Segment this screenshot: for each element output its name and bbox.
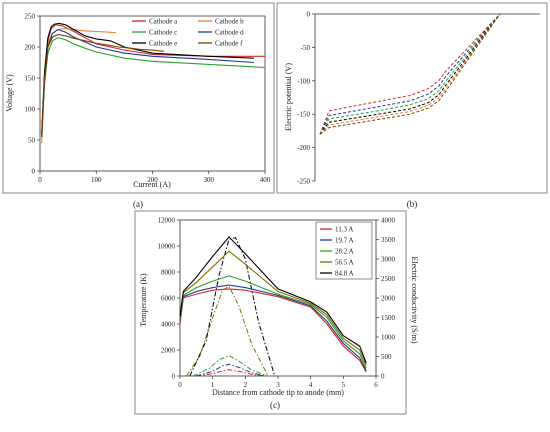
- panel-c-ticks: 0 1 2 3 4 5 6020004000600080001000012000050010…: [158, 217, 396, 390]
- y2-tick-label: 4000: [381, 217, 396, 225]
- y-tick-label: -100: [297, 77, 310, 85]
- x-tick-label: 0: [178, 381, 182, 389]
- series-line: [319, 13, 501, 135]
- x-tick-label: 300: [204, 176, 215, 184]
- legend-label: Cathode d: [215, 29, 244, 37]
- legend-label: 84.8 A: [335, 270, 354, 278]
- x-tick-label: 5: [342, 381, 346, 389]
- y-tick-label: 6000: [161, 295, 176, 303]
- y-tick-label: 0: [172, 373, 176, 381]
- y-tick-label: -50: [301, 44, 311, 52]
- x-tick-label: 0: [38, 176, 42, 184]
- legend-label: 28.2 A: [335, 248, 354, 256]
- x-tick-label: 3: [276, 381, 280, 389]
- conductivity-line: [192, 355, 269, 377]
- panel-a-frame: [2, 2, 275, 194]
- panel-a-plot-area: [39, 15, 266, 172]
- panel-a-xlabel: Current (A): [133, 180, 171, 189]
- y-tick-label: 100: [25, 106, 36, 114]
- series-line: [41, 22, 254, 134]
- panel-a-series: [41, 22, 266, 144]
- series-line: [319, 13, 501, 135]
- panel-c-ylabel: Temperature (K): [139, 273, 148, 327]
- y-tick-label: -150: [297, 111, 310, 119]
- y-tick-label: 12000: [158, 217, 176, 225]
- x-tick-label: 400: [260, 176, 271, 184]
- y-tick-label: 0: [32, 168, 36, 176]
- temperature-line: [179, 236, 367, 364]
- temperature-line: [179, 250, 367, 366]
- x-tick-label: 4: [309, 381, 313, 389]
- y-tick-label: 250: [25, 13, 36, 21]
- conductivity-line: [189, 236, 276, 377]
- legend-label: 19.7 A: [335, 237, 354, 245]
- legend-label: Cathode b: [215, 18, 244, 26]
- y-tick-label: -200: [297, 144, 310, 152]
- series-line: [41, 37, 266, 137]
- panel-c-legend: 11.3 A 19.7 A 28.2 A 56.5 A 84.8 A: [315, 221, 373, 280]
- panel-c-y2label: Electric conductivity (S/m): [410, 256, 419, 343]
- y-tick-label: 4000: [161, 321, 176, 329]
- panel-b-series: [319, 13, 501, 135]
- y-tick-label: 8000: [161, 269, 176, 277]
- y2-tick-label: 1000: [381, 334, 396, 342]
- series-line: [319, 13, 501, 135]
- x-tick-label: 6: [374, 381, 378, 389]
- y2-tick-label: 2000: [381, 295, 396, 303]
- legend-label: Cathode c: [149, 29, 177, 37]
- y2-tick-label: 3500: [381, 236, 396, 244]
- panel-c-caption: (c): [270, 400, 280, 410]
- temperature-line: [179, 284, 367, 372]
- panel-b-ylabel: Electric potential (V): [284, 63, 293, 131]
- conductivity-line: [186, 285, 269, 377]
- panel-b-caption: (b): [407, 199, 418, 209]
- legend-label: 11.3 A: [335, 226, 353, 234]
- panel-b-frame: [276, 2, 548, 194]
- series-line: [319, 13, 501, 135]
- panel-c: 0 1 2 3 4 5 6020004000600080001000012000050010…: [139, 217, 419, 398]
- y-tick-label: 0: [307, 11, 311, 19]
- y-tick-label: 150: [25, 75, 36, 83]
- y2-tick-label: 1500: [381, 314, 396, 322]
- legend-label: 56.5 A: [335, 259, 354, 267]
- conductivity-line: [196, 369, 265, 377]
- panel-a-ticks: 0 100 200 300 400 0 50 100 150 200 250: [25, 13, 271, 185]
- y-tick-label: 200: [25, 44, 36, 52]
- legend-label: Cathode e: [149, 40, 177, 48]
- conductivity-line: [196, 363, 266, 377]
- temperature-line: [179, 288, 367, 373]
- panel-c-xlabel: Distance from cathode tip to anode (mm): [212, 388, 344, 397]
- y-tick-label: 50: [28, 137, 36, 145]
- panel-a-caption: (a): [133, 199, 143, 209]
- x-tick-label: 100: [91, 176, 102, 184]
- x-tick-label: 2: [244, 381, 248, 389]
- y-tick-label: 2000: [161, 347, 176, 355]
- panel-c-frame: [134, 210, 407, 415]
- series-line: [319, 13, 501, 135]
- y2-tick-label: 2500: [381, 275, 396, 283]
- legend-label: Cathode f: [215, 40, 243, 48]
- panel-b: 0 -50 -100 -150 -200 -250 Electric potential …: [284, 11, 540, 186]
- y2-tick-label: 3000: [381, 256, 396, 264]
- panel-c-conductivity-series: [186, 236, 276, 377]
- y-tick-label: 10000: [158, 243, 176, 251]
- y2-tick-label: 0: [381, 373, 385, 381]
- y2-tick-label: 500: [381, 353, 392, 361]
- series-line: [319, 13, 501, 135]
- x-tick-label: 1: [211, 381, 215, 389]
- panel-b-ticks: 0 -50 -100 -150 -200 -250: [297, 11, 315, 186]
- series-line: [41, 34, 164, 137]
- x-tick-label: 200: [147, 176, 158, 184]
- y-tick-label: -250: [297, 178, 310, 186]
- panel-a-legend: Cathode a Cathode b Cathode c Cathode d Cath…: [132, 18, 244, 48]
- panel-c-temperature-series: [179, 236, 367, 373]
- panel-a-ylabel: Voltage (V): [5, 74, 14, 112]
- temperature-line: [179, 275, 367, 369]
- legend-label: Cathode a: [149, 18, 178, 26]
